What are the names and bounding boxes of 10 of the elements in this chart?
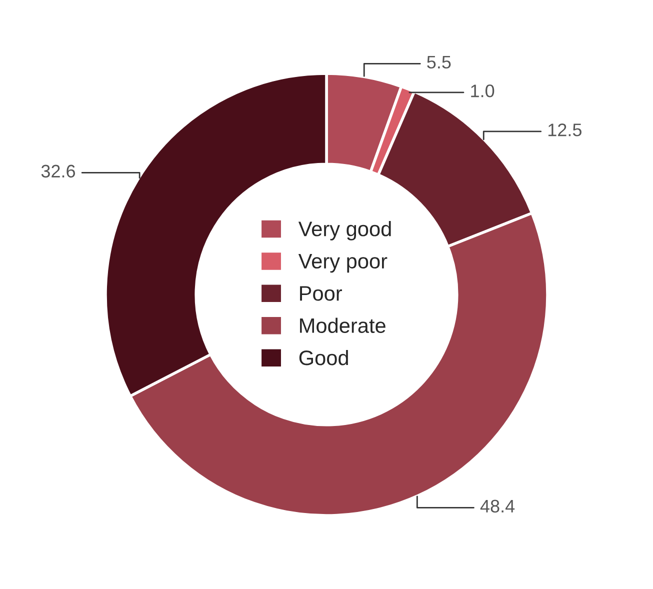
data-label: 1.0: [471, 84, 494, 98]
legend-label: Poor: [300, 286, 342, 301]
data-label: 48.4: [480, 500, 515, 513]
data-label: 32.6: [41, 164, 76, 178]
data-label: 5.5: [427, 56, 451, 69]
legend-label: Very poor: [298, 254, 388, 273]
legend-label: Moderate: [300, 318, 386, 334]
legend-label: Very good: [298, 220, 391, 240]
data-label: 12.5: [548, 124, 582, 136]
legend-label: Good: [299, 350, 348, 366]
